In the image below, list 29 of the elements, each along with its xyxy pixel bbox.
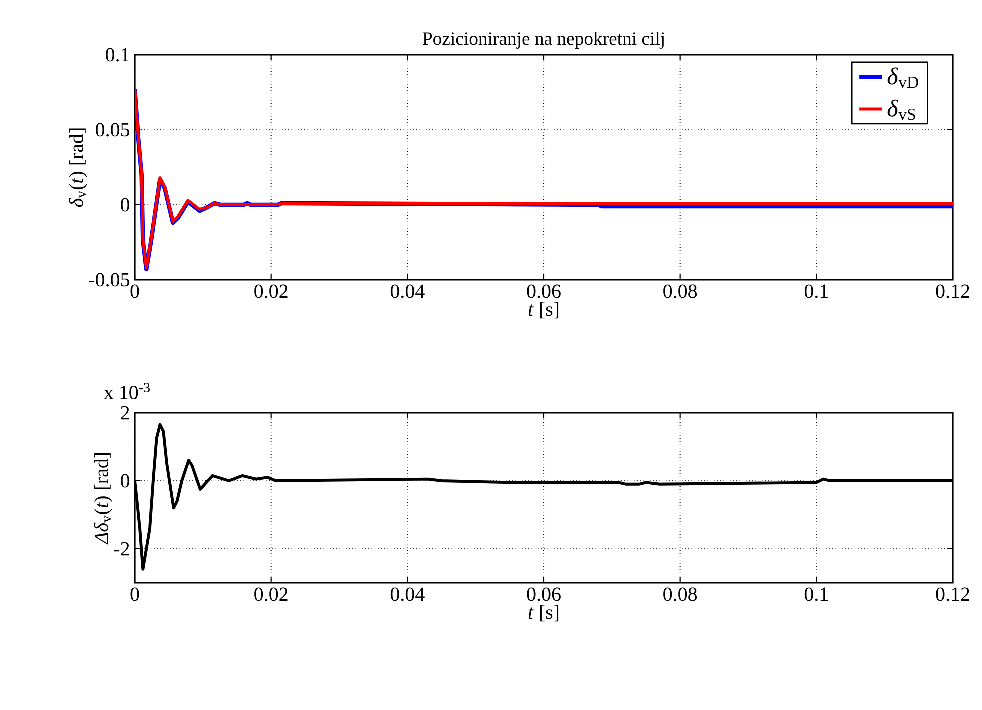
legend-label: δ$_{vD}$ [888, 68, 918, 88]
x-tick-label: 0.12 [936, 284, 970, 298]
y-tick-label: -2 [114, 542, 130, 556]
x-tick-label: 0 [130, 588, 140, 602]
x-tick-label: 0.08 [664, 284, 698, 298]
x-tick-label: 0.04 [390, 284, 425, 298]
x-tick-label: 0 [130, 284, 140, 298]
x-tick-label: 0.1 [804, 284, 828, 298]
x-tick-label: 0.02 [254, 284, 288, 298]
x-tick-label: 0.02 [254, 588, 288, 602]
x-axis-title: t [s] [528, 605, 559, 622]
text: x 10$^{-3}$ [104, 383, 150, 400]
x-tick-label: 0.08 [664, 588, 698, 602]
x-axis-title: t [s] [528, 302, 559, 319]
legend-label: δ$_{vS}$ [888, 100, 916, 120]
y-tick-label: 0.1 [106, 48, 130, 62]
y-axis-title: Δδ$_{v}$(t) [rad] [94, 453, 112, 545]
x-tick-label: 0.1 [804, 588, 828, 602]
x-tick-label: 0.04 [390, 588, 425, 602]
x-tick-label: 0.12 [936, 588, 970, 602]
y-tick-label: 2 [121, 406, 130, 420]
chart-title: Pozicioniranje na nepokretni cilj [422, 32, 664, 49]
y-tick-label: 0 [121, 198, 130, 212]
x-tick-label: 0.06 [527, 284, 561, 298]
y-axis-title: δ$_{v}$(t) [rad] [69, 128, 88, 208]
y-tick-label: -0.05 [89, 273, 130, 287]
x-tick-label: 0.06 [527, 588, 561, 602]
y-tick-label: 0 [121, 474, 130, 488]
y-tick-label: 0.05 [96, 123, 130, 137]
